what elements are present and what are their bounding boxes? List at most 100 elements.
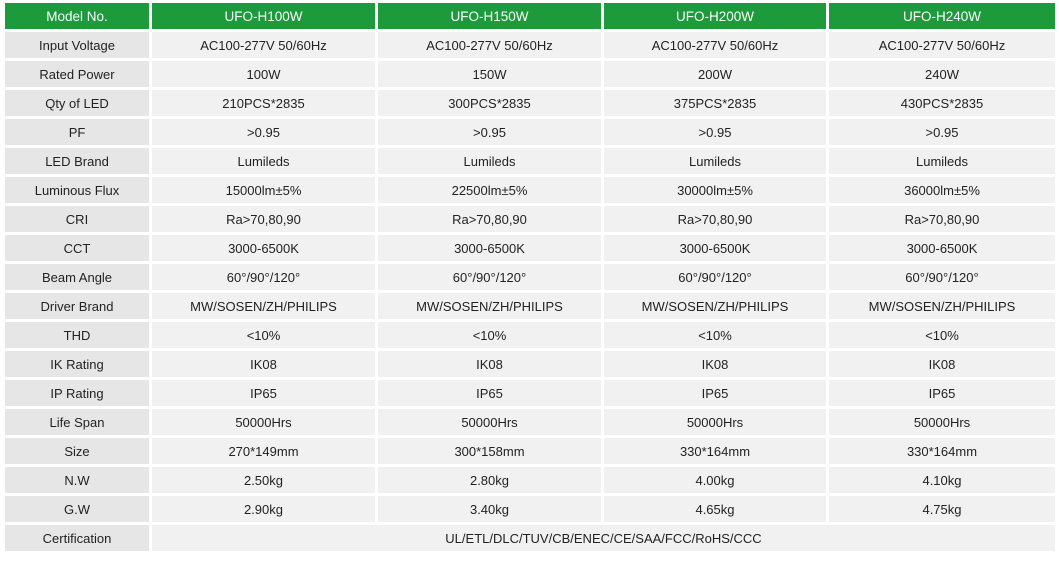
cell: AC100-277V 50/60Hz bbox=[378, 32, 601, 58]
table-row: IP Rating IP65 IP65 IP65 IP65 bbox=[5, 380, 1055, 406]
cell: <10% bbox=[378, 322, 601, 348]
cell: 60°/90°/120° bbox=[829, 264, 1055, 290]
cell: 2.50kg bbox=[152, 467, 375, 493]
cell: 430PCS*2835 bbox=[829, 90, 1055, 116]
cell: 50000Hrs bbox=[604, 409, 826, 435]
header-cell: UFO-H100W bbox=[152, 3, 375, 29]
cell: Lumileds bbox=[152, 148, 375, 174]
cell: 4.10kg bbox=[829, 467, 1055, 493]
spec-table: Model No. UFO-H100W UFO-H150W UFO-H200W UFO-… bbox=[2, 0, 1058, 554]
row-label: Size bbox=[5, 438, 149, 464]
table-row: LED Brand Lumileds Lumileds Lumileds Lumiled… bbox=[5, 148, 1055, 174]
cell: MW/SOSEN/ZH/PHILIPS bbox=[604, 293, 826, 319]
table-body: Model No. UFO-H100W UFO-H150W UFO-H200W UFO-… bbox=[5, 3, 1055, 551]
table-row: N.W 2.50kg 2.80kg 4.00kg 4.10kg bbox=[5, 467, 1055, 493]
row-label: Input Voltage bbox=[5, 32, 149, 58]
cell: IP65 bbox=[604, 380, 826, 406]
row-label: IK Rating bbox=[5, 351, 149, 377]
cell: 4.75kg bbox=[829, 496, 1055, 522]
cell: 150W bbox=[378, 61, 601, 87]
header-cell: UFO-H200W bbox=[604, 3, 826, 29]
cell: 30000lm±5% bbox=[604, 177, 826, 203]
table-row: Certification UL/ETL/DLC/TUV/CB/ENEC/CE/S… bbox=[5, 525, 1055, 551]
cell: >0.95 bbox=[829, 119, 1055, 145]
cell: 300PCS*2835 bbox=[378, 90, 601, 116]
cell: MW/SOSEN/ZH/PHILIPS bbox=[829, 293, 1055, 319]
cell: 330*164mm bbox=[604, 438, 826, 464]
row-label: Certification bbox=[5, 525, 149, 551]
row-label: Luminous Flux bbox=[5, 177, 149, 203]
cell: Ra>70,80,90 bbox=[152, 206, 375, 232]
cell: >0.95 bbox=[378, 119, 601, 145]
cell: UL/ETL/DLC/TUV/CB/ENEC/CE/SAA/FCC/RoHS/C… bbox=[152, 525, 1055, 551]
cell: 15000lm±5% bbox=[152, 177, 375, 203]
row-label: THD bbox=[5, 322, 149, 348]
table-row: IK Rating IK08 IK08 IK08 IK08 bbox=[5, 351, 1055, 377]
table-row: Life Span 50000Hrs 50000Hrs 50000Hrs 50000Hr… bbox=[5, 409, 1055, 435]
cell: >0.95 bbox=[604, 119, 826, 145]
row-label: LED Brand bbox=[5, 148, 149, 174]
cell: AC100-277V 50/60Hz bbox=[604, 32, 826, 58]
cell: 50000Hrs bbox=[152, 409, 375, 435]
cell: 200W bbox=[604, 61, 826, 87]
header-cell: UFO-H240W bbox=[829, 3, 1055, 29]
header-cell: UFO-H150W bbox=[378, 3, 601, 29]
table-row: PF >0.95 >0.95 >0.95 >0.95 bbox=[5, 119, 1055, 145]
cell: 300*158mm bbox=[378, 438, 601, 464]
row-label: IP Rating bbox=[5, 380, 149, 406]
table-row: CCT 3000-6500K 3000-6500K 3000-6500K 3000-65… bbox=[5, 235, 1055, 261]
table-row: Input Voltage AC100-277V 50/60Hz AC100-277… bbox=[5, 32, 1055, 58]
cell: Ra>70,80,90 bbox=[829, 206, 1055, 232]
table-row: Luminous Flux 15000lm±5% 22500lm±5% 30000lm… bbox=[5, 177, 1055, 203]
cell: 36000lm±5% bbox=[829, 177, 1055, 203]
cell: 4.00kg bbox=[604, 467, 826, 493]
row-label: Life Span bbox=[5, 409, 149, 435]
cell: IK08 bbox=[378, 351, 601, 377]
cell: Ra>70,80,90 bbox=[604, 206, 826, 232]
cell: 4.65kg bbox=[604, 496, 826, 522]
table-row: Qty of LED 210PCS*2835 300PCS*2835 375PCS*2… bbox=[5, 90, 1055, 116]
cell: <10% bbox=[829, 322, 1055, 348]
cell: <10% bbox=[604, 322, 826, 348]
cell: 240W bbox=[829, 61, 1055, 87]
row-label: PF bbox=[5, 119, 149, 145]
cell: MW/SOSEN/ZH/PHILIPS bbox=[378, 293, 601, 319]
cell: 3000-6500K bbox=[152, 235, 375, 261]
cell: 375PCS*2835 bbox=[604, 90, 826, 116]
table-row: G.W 2.90kg 3.40kg 4.65kg 4.75kg bbox=[5, 496, 1055, 522]
cell: Ra>70,80,90 bbox=[378, 206, 601, 232]
cell: <10% bbox=[152, 322, 375, 348]
cell: IP65 bbox=[829, 380, 1055, 406]
table-row: CRI Ra>70,80,90 Ra>70,80,90 Ra>70,80,90 Ra>7… bbox=[5, 206, 1055, 232]
table-row: Driver Brand MW/SOSEN/ZH/PHILIPS MW/SOSEN/… bbox=[5, 293, 1055, 319]
cell: AC100-277V 50/60Hz bbox=[152, 32, 375, 58]
cell: 2.80kg bbox=[378, 467, 601, 493]
cell: IK08 bbox=[152, 351, 375, 377]
table-row: Rated Power 100W 150W 200W 240W bbox=[5, 61, 1055, 87]
cell: IP65 bbox=[152, 380, 375, 406]
row-label: Qty of LED bbox=[5, 90, 149, 116]
cell: AC100-277V 50/60Hz bbox=[829, 32, 1055, 58]
cell: 210PCS*2835 bbox=[152, 90, 375, 116]
table-row: THD <10% <10% <10% <10% bbox=[5, 322, 1055, 348]
table-row: Size 270*149mm 300*158mm 330*164mm 330*164mm bbox=[5, 438, 1055, 464]
cell: 3000-6500K bbox=[378, 235, 601, 261]
cell: 270*149mm bbox=[152, 438, 375, 464]
cell: IK08 bbox=[829, 351, 1055, 377]
cell: 3.40kg bbox=[378, 496, 601, 522]
table-row: Beam Angle 60°/90°/120° 60°/90°/120° 60°/90… bbox=[5, 264, 1055, 290]
cell: >0.95 bbox=[152, 119, 375, 145]
row-label: CRI bbox=[5, 206, 149, 232]
cell: Lumileds bbox=[378, 148, 601, 174]
row-label: N.W bbox=[5, 467, 149, 493]
cell: 2.90kg bbox=[152, 496, 375, 522]
row-label: Rated Power bbox=[5, 61, 149, 87]
cell: IK08 bbox=[604, 351, 826, 377]
cell: IP65 bbox=[378, 380, 601, 406]
cell: 60°/90°/120° bbox=[604, 264, 826, 290]
cell: 330*164mm bbox=[829, 438, 1055, 464]
row-label: G.W bbox=[5, 496, 149, 522]
cell: 100W bbox=[152, 61, 375, 87]
row-label: CCT bbox=[5, 235, 149, 261]
